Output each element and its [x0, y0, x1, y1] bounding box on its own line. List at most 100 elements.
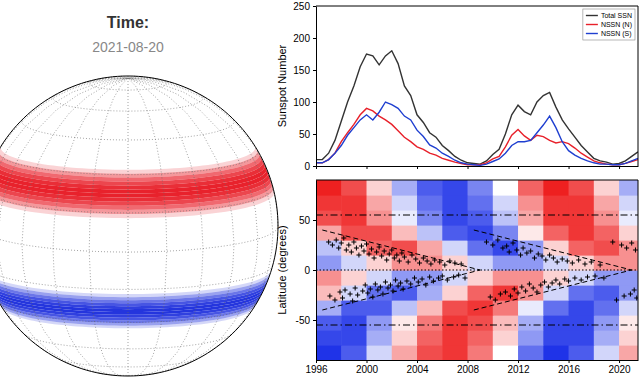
point — [417, 261, 422, 266]
y-axis-title: Sunspot Number — [276, 44, 288, 127]
point — [361, 249, 366, 254]
tick-mark — [367, 166, 368, 169]
point — [392, 256, 397, 261]
axis-line — [316, 181, 317, 361]
tick-label: 200 — [293, 33, 310, 44]
tick-mark — [417, 166, 418, 169]
point — [445, 278, 450, 283]
point — [504, 244, 509, 249]
plot-area — [316, 51, 638, 166]
tick-label: 0 — [304, 161, 310, 172]
heatmap-cell — [417, 240, 443, 256]
heatmap-cell — [341, 240, 367, 256]
tick-label: 1996 — [305, 364, 328, 375]
point — [349, 250, 354, 255]
tick-label: 2008 — [457, 364, 480, 375]
point — [393, 278, 398, 283]
heatmap-cell — [417, 210, 443, 226]
legend-label: NSSN (S) — [601, 30, 632, 38]
plot-frame — [316, 6, 638, 166]
point — [551, 256, 556, 261]
heatmap-cell — [367, 210, 393, 226]
globe-band — [0, 148, 257, 174]
heatmap-cell — [518, 225, 544, 241]
series-line — [316, 215, 638, 216]
heatmap-cell — [543, 225, 569, 241]
point — [532, 256, 537, 261]
heatmap-cell — [518, 345, 544, 360]
point — [555, 260, 560, 265]
heatmap-cell — [316, 240, 342, 256]
tick-mark — [367, 360, 368, 363]
tick-label: 2016 — [558, 364, 581, 375]
point — [463, 276, 468, 281]
point — [593, 274, 598, 279]
heatmap-cell — [619, 195, 638, 211]
point — [610, 240, 615, 245]
scatter-points — [326, 236, 638, 304]
heatmap-cell — [442, 300, 468, 316]
heatmap-cell — [594, 225, 620, 241]
heatmap-cell — [316, 330, 342, 346]
tick-mark — [417, 360, 418, 363]
tick-mark — [313, 102, 316, 103]
tick: 2016 — [558, 360, 581, 375]
heatmap-cell — [468, 315, 494, 331]
heatmap-cell — [367, 300, 393, 316]
heatmap-cell — [341, 330, 367, 346]
heatmap-cell — [392, 285, 418, 301]
point — [346, 243, 351, 248]
tick-mark — [313, 270, 316, 271]
point — [579, 278, 584, 283]
globe-band — [0, 269, 271, 297]
point — [498, 292, 503, 297]
heatmap-cell — [442, 255, 468, 271]
heatmap-cell — [518, 210, 544, 226]
legend: Total SSNNSSN (N)NSSN (S) — [583, 9, 635, 40]
point — [351, 240, 356, 245]
heatmap-cell — [442, 225, 468, 241]
tick: 50 — [299, 215, 316, 226]
heatmap-cell — [341, 345, 367, 360]
heatmap-cell — [468, 210, 494, 226]
point — [416, 280, 421, 285]
point — [547, 253, 552, 258]
point — [493, 298, 498, 303]
point — [633, 248, 638, 253]
heatmap-cell — [341, 180, 367, 196]
heatmap-cell — [367, 225, 393, 241]
point — [402, 255, 407, 260]
series-line — [474, 230, 632, 270]
heatmap-cell — [367, 255, 393, 271]
graticule — [0, 76, 278, 376]
point — [374, 250, 379, 255]
tick-label: 2000 — [356, 364, 379, 375]
tick: 2000 — [356, 360, 379, 375]
heatmap-cell — [367, 195, 393, 211]
tick: 0 — [304, 161, 316, 172]
tick: 1996 — [305, 360, 328, 375]
point — [534, 290, 539, 295]
point — [394, 253, 399, 258]
point — [339, 241, 344, 246]
heatmap — [316, 180, 638, 360]
heatmap-cell — [367, 330, 393, 346]
point — [388, 283, 393, 288]
legend-swatch — [586, 24, 598, 25]
heatmap-cell — [518, 330, 544, 346]
point — [404, 279, 409, 284]
point — [540, 254, 545, 259]
tick-label: 250 — [293, 1, 310, 12]
globe-outline — [0, 76, 278, 376]
heatmap-cell — [569, 180, 595, 196]
heatmap-cell — [493, 345, 519, 360]
point — [546, 285, 551, 290]
point — [572, 276, 577, 281]
heatmap-cell — [543, 300, 569, 316]
axis-line — [316, 7, 317, 167]
heatmap-cell — [442, 330, 468, 346]
point — [406, 260, 411, 265]
heatmap-cell — [569, 270, 595, 286]
point — [456, 273, 461, 278]
point — [360, 289, 365, 294]
